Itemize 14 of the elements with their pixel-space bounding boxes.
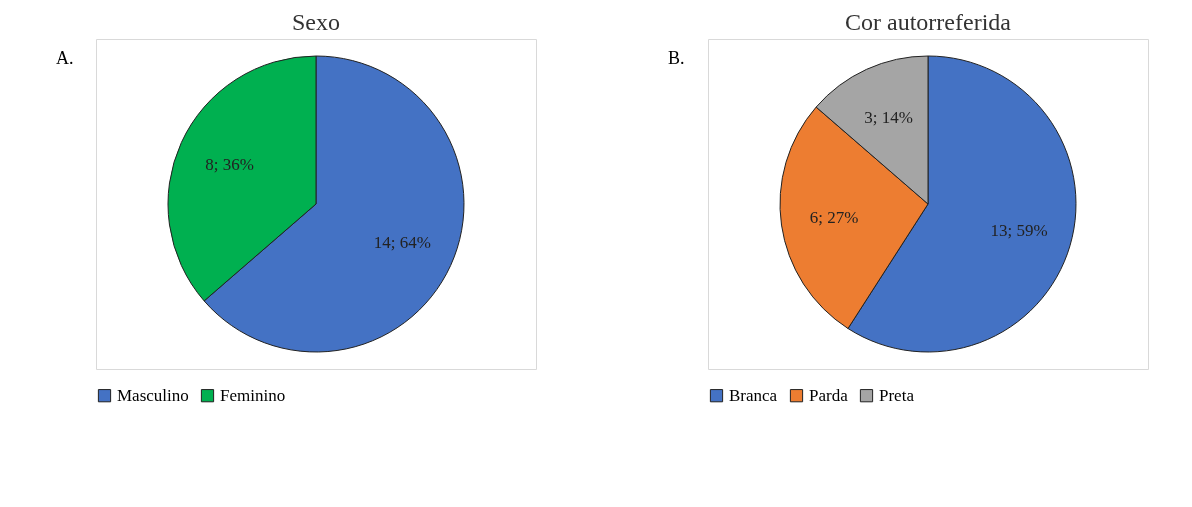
- legend-label: Feminino: [220, 385, 286, 405]
- legend-label: Branca: [729, 385, 778, 405]
- legend-label: Parda: [809, 385, 849, 405]
- text: A.: [56, 48, 74, 68]
- legend-label: Preta: [879, 385, 915, 405]
- data-label: 14; 64%: [373, 233, 431, 253]
- data-label: 3; 14%: [864, 107, 913, 127]
- text: B.: [668, 48, 685, 68]
- legend-label: Masculino: [117, 385, 189, 405]
- data-label: 13; 59%: [990, 220, 1048, 240]
- data-label: 6; 27%: [809, 207, 859, 227]
- chart-title: Cor autorreferida: [845, 9, 1012, 35]
- data-label: 8; 36%: [205, 154, 254, 174]
- chart-title: Sexo: [292, 9, 340, 35]
